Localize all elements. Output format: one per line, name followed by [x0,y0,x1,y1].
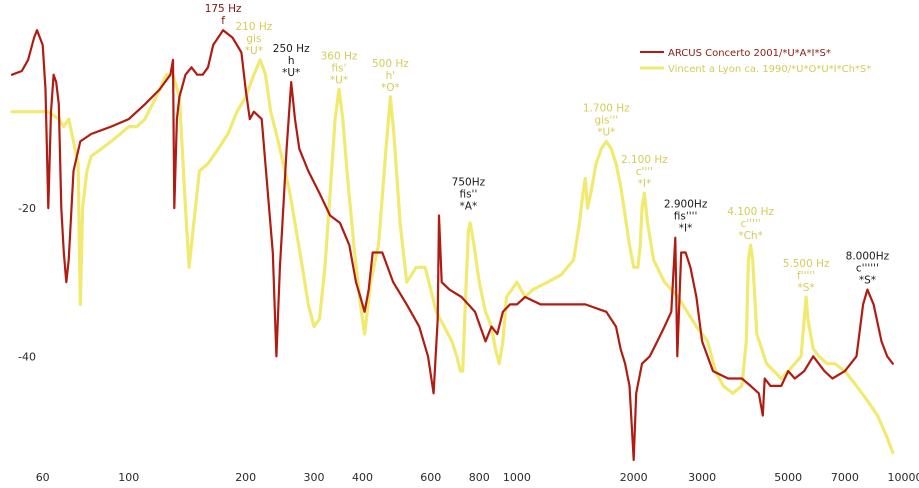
peak-annotation-line: *I* [679,223,693,235]
x-tick-label: 1000 [503,471,531,484]
peak-annotation-line: *U* [597,126,615,138]
series-line-0 [10,29,894,462]
x-tick-label: 2000 [620,471,648,484]
peak-annotation-line: 750Hz [452,177,486,189]
peak-annotation-line: *A* [460,201,478,213]
peak-annotation: 250 Hzh*U* [273,43,310,79]
peak-annotation-line: *U* [330,75,348,87]
x-tick-label: 400 [352,471,373,484]
peak-annotation-line: c''''' [740,218,760,230]
x-tick-label: 200 [235,471,256,484]
peak-annotation-line: *S* [798,282,815,294]
x-tick-label: 100 [118,471,139,484]
x-tick-label: 600 [420,471,441,484]
peak-annotation-line: fis'' [459,189,477,201]
y-tick-label: -40 [18,350,36,363]
peak-annotation: 4.100 Hzc'''''*Ch* [727,206,774,242]
x-tick-label: 10000 [888,471,919,484]
peak-annotation-line: 8.000Hz [846,251,890,263]
legend: ARCUS Concerto 2001/*U*A*I*S* Vincent a L… [640,48,871,75]
x-tick-label: 3000 [688,471,716,484]
peak-annotation-line: fis' [332,63,347,75]
peak-annotation-line: *O* [381,82,400,94]
peak-annotation-line: 360 Hz [321,51,358,63]
x-tick-label: 300 [304,471,325,484]
peak-annotation-line: h' [386,70,396,82]
x-tick-label: 5000 [774,471,802,484]
peak-annotation-line: 4.100 Hz [727,206,774,218]
axis-layer: 60 100 200 300 400 600 800 1000 2000 3000 5000 7000… [18,202,919,484]
peak-annotation: 175 Hzf [205,3,242,27]
peak-annotation-line: 1.700 Hz [583,102,630,114]
peak-annotation: 2.100 Hzc''''*I* [621,154,668,190]
peak-annotation-line: 250 Hz [273,43,310,55]
peak-annotation-line: *Ch* [738,230,763,242]
peak-annotation-line: 175 Hz [205,3,242,15]
peak-annotation-line: gis''' [594,114,618,126]
peak-annotation-line: *I* [638,178,652,190]
peak-annotation-line: 2.100 Hz [621,154,668,166]
legend-entry: Vincent a Lyon ca. 1990/*U*O*U*I*Ch*S* [668,64,871,75]
peak-annotation-line: 5.500 Hz [783,258,830,270]
x-tick-label: 800 [469,471,490,484]
peak-annotation-line: c'''' [636,166,653,178]
peak-annotation-line: *U* [245,45,263,57]
peak-annotation-line: *U* [282,67,300,79]
peak-annotation-line: 500 Hz [372,58,409,70]
series-line-1 [10,58,895,455]
series-layer [10,29,895,462]
peak-annotation-line: c'''''' [856,263,879,275]
legend-entry: ARCUS Concerto 2001/*U*A*I*S* [668,48,831,59]
x-tick-label: 7000 [831,471,859,484]
peak-annotation-line: 210 Hz [236,21,273,33]
peak-annotation-line: *S* [859,275,876,287]
peak-annotation-line: 2.900Hz [664,199,708,211]
peak-annotation: 5.500 Hzf'''''*S* [783,258,830,294]
peak-annotation-line: gis [246,33,261,45]
peak-annotation-line: f''''' [797,270,815,282]
y-tick-label: -20 [18,202,36,215]
peak-annotation-line: f [221,15,225,27]
peak-annotation: 500 Hzh'*O* [372,58,409,94]
peak-annotation-line: h [288,55,295,67]
peak-annotation-line: fis'''' [674,211,698,223]
x-tick-label: 60 [36,471,50,484]
